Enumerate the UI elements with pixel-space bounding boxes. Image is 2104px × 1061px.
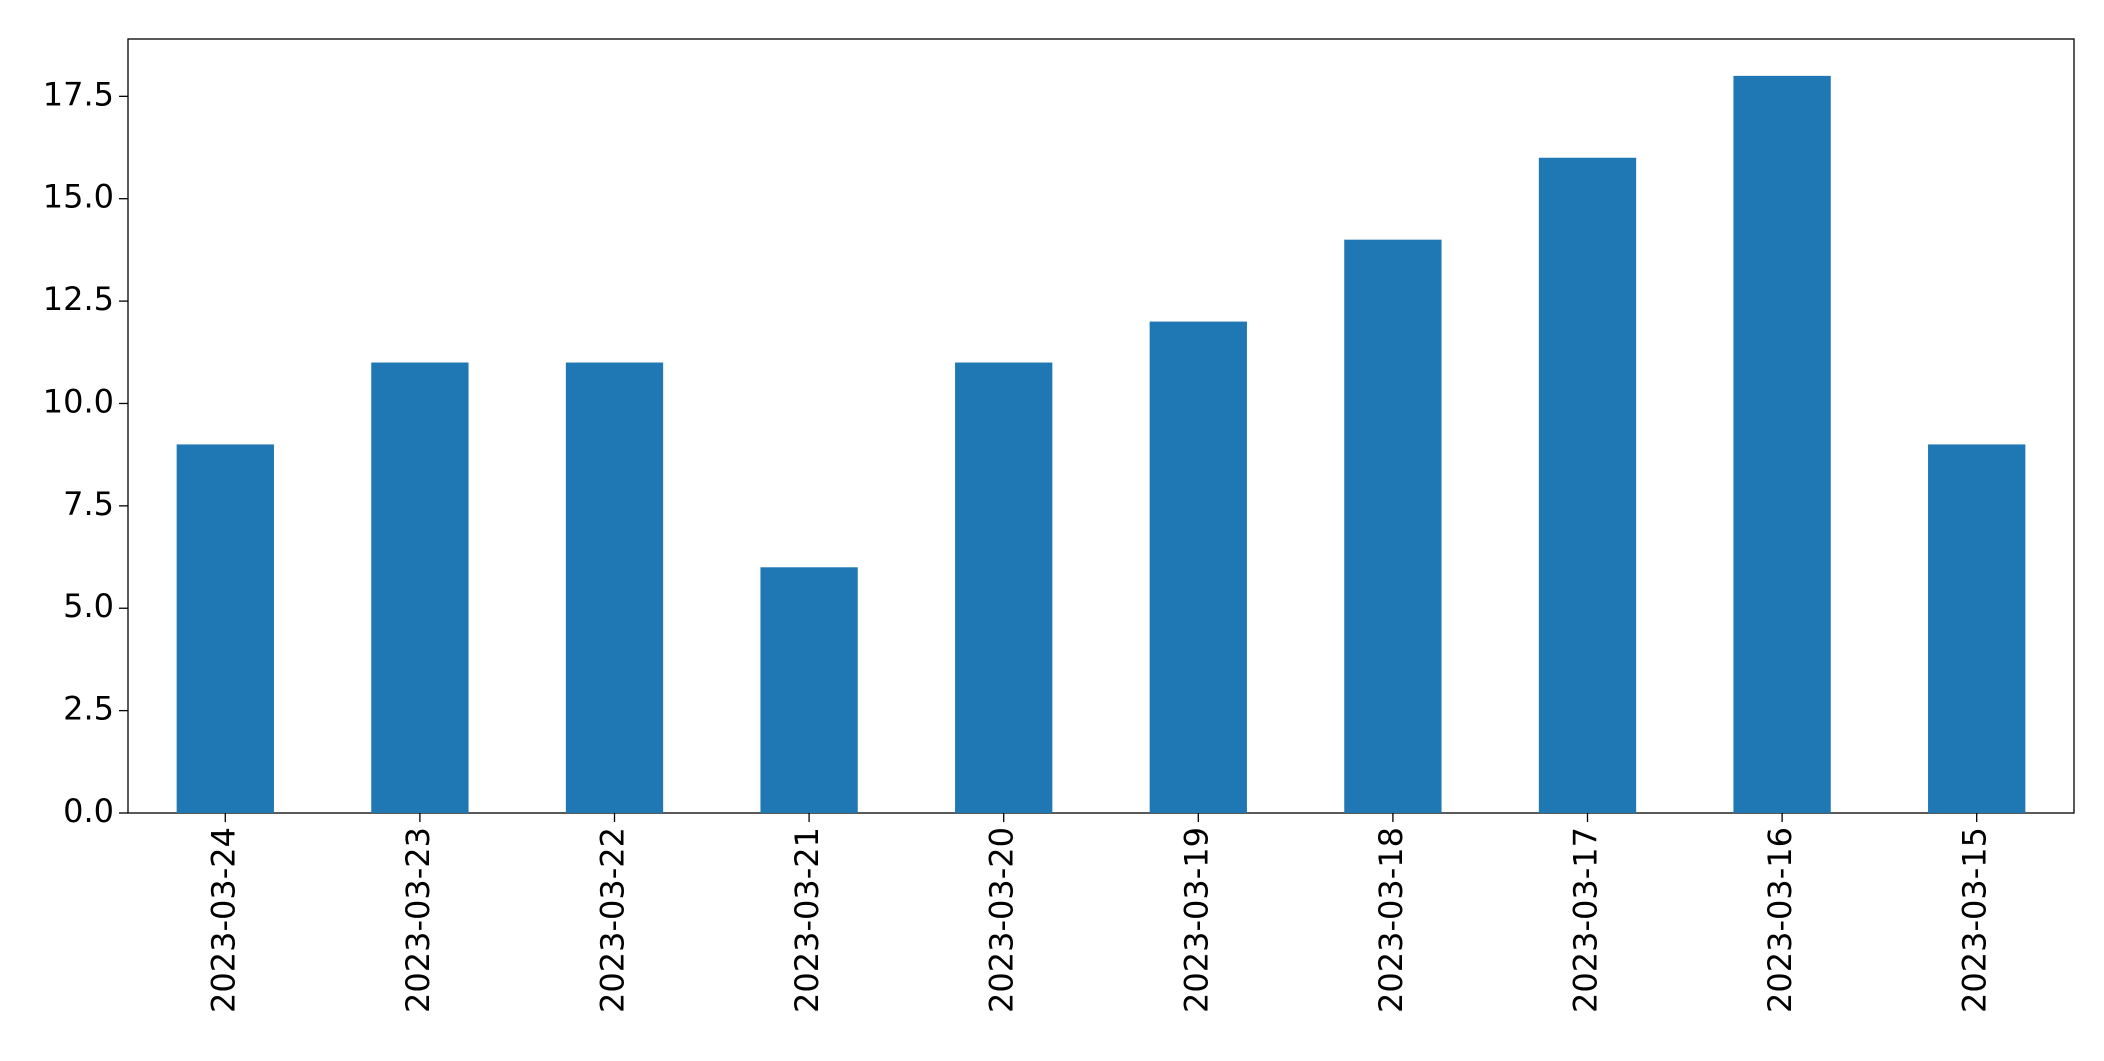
x-tick-label: 2023-03-16 [1761,827,1799,1013]
y-tick-label: 12.5 [43,280,114,318]
y-tick-label: 2.5 [63,690,114,728]
x-tick-label: 2023-03-18 [1372,827,1410,1013]
y-tick-label: 15.0 [43,178,114,216]
bar [955,362,1053,813]
x-tick-label: 2023-03-24 [204,827,242,1013]
plot-frame [127,38,2075,814]
bar [371,362,469,813]
bar [1733,75,1831,814]
y-tick-label: 0.0 [63,792,114,830]
x-tick-label: 2023-03-23 [399,827,437,1013]
bar [565,362,664,813]
bar [1928,444,2026,813]
x-tick-label: 2023-03-22 [594,827,632,1013]
bar [1149,321,1247,813]
x-tick-label: 2023-03-19 [1177,827,1215,1013]
bar [176,444,274,813]
y-tick-label: 10.0 [43,382,114,420]
x-tick-label: 2023-03-21 [788,827,826,1013]
bar [760,567,858,813]
y-tick-label: 5.0 [63,587,114,625]
x-tick-label: 2023-03-15 [1956,827,1994,1013]
x-tick-label: 2023-03-17 [1567,827,1605,1013]
y-tick-label: 7.5 [63,485,114,523]
y-tick-label: 17.5 [43,75,114,113]
x-tick-label: 2023-03-20 [983,827,1021,1013]
bar [1538,157,1637,813]
bar [1344,239,1442,813]
